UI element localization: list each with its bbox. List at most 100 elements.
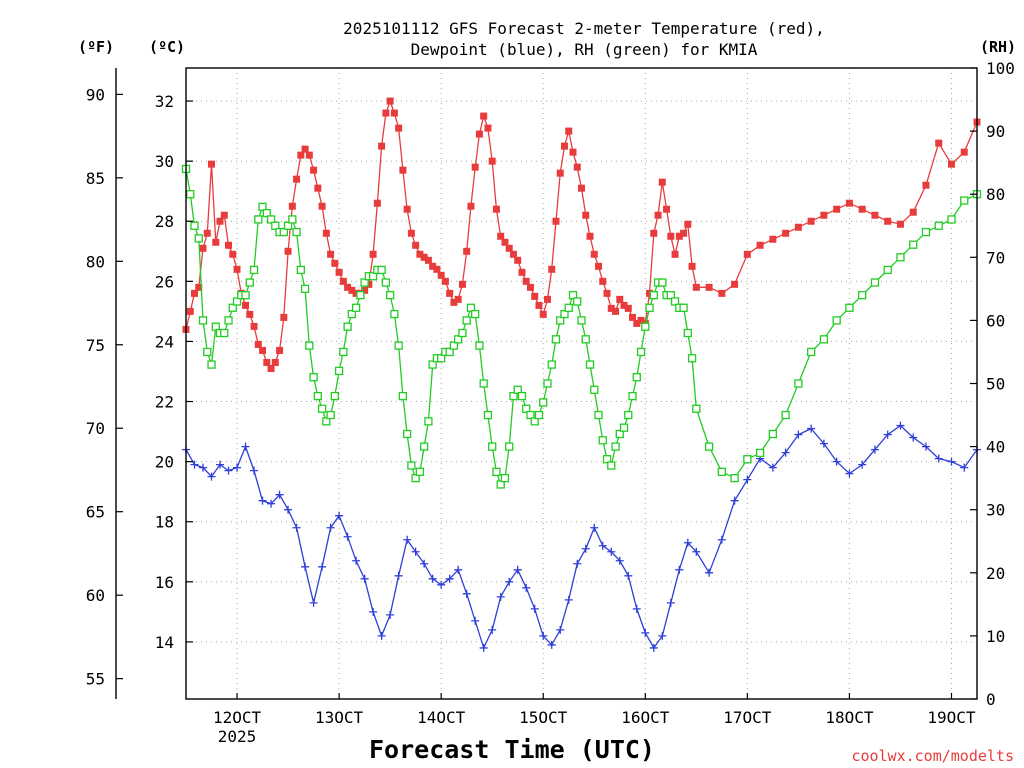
dewpoint-point <box>258 496 267 505</box>
rh-point <box>564 303 573 312</box>
2-meter-temperature-point <box>242 301 250 309</box>
rh-point <box>960 196 969 205</box>
2-meter-temperature-point <box>650 229 658 237</box>
2-meter-temperature-point <box>441 277 449 285</box>
2-meter-temperature-point <box>663 205 671 213</box>
x-tick-label: 12OCT <box>213 708 262 727</box>
rh-point <box>585 360 595 369</box>
rh-point <box>347 309 357 319</box>
rh-point <box>390 309 399 319</box>
rh-point <box>445 347 454 357</box>
x-tick-label: 13OCT <box>315 708 364 727</box>
rh-point <box>483 410 493 420</box>
plot-frame <box>185 67 978 700</box>
2-meter-temperature-point <box>352 289 360 297</box>
fahrenheit-tick-label: 80 <box>86 252 105 271</box>
rh-point <box>602 455 612 464</box>
2-meter-temperature-point <box>820 211 828 219</box>
rh-point <box>921 227 931 237</box>
rh-point <box>590 385 599 394</box>
dewpoint-point <box>301 562 310 571</box>
2-meter-temperature-point <box>301 145 309 153</box>
2-meter-temperature-point <box>871 211 879 219</box>
dewpoint-point <box>513 565 522 574</box>
rh-point <box>411 473 420 483</box>
rh-point <box>351 303 361 312</box>
dewpoint-point <box>768 463 777 472</box>
dewpoint-point <box>207 472 216 481</box>
rh-point <box>471 309 480 319</box>
dewpoint-point <box>705 568 714 577</box>
2-meter-temperature-point <box>743 250 751 258</box>
rh-point <box>479 379 488 388</box>
dewpoint-point <box>658 631 667 640</box>
dewpoint-point <box>216 460 225 469</box>
rh-point <box>530 417 539 426</box>
2-meter-temperature-point <box>246 310 254 318</box>
rh-point <box>424 417 433 426</box>
rh-point <box>794 379 803 388</box>
rh-point <box>628 391 637 401</box>
2-meter-temperature-point <box>254 340 262 348</box>
rh-point <box>858 291 867 300</box>
2-meter-temperature-point <box>884 217 892 225</box>
rh-point <box>819 335 829 344</box>
celsius-tick-label: 30 <box>155 152 174 171</box>
rh-point <box>279 227 288 237</box>
dewpoint-line <box>185 424 978 650</box>
2-meter-temperature-point <box>344 283 352 291</box>
dewpoint-point <box>377 631 386 640</box>
dewpoint-point <box>921 442 930 451</box>
2-meter-temperature-point <box>199 244 207 252</box>
rh-tick-label: 20 <box>986 564 1005 583</box>
rh-point <box>505 442 514 451</box>
chart-title-line-1: 2025101112 GFS Forecast 2-meter Temperat… <box>343 19 825 38</box>
2-meter-temperature-point <box>603 289 611 297</box>
rh-point <box>568 291 578 300</box>
dewpoint-point <box>369 607 378 616</box>
rh-point <box>730 473 739 483</box>
rh-point <box>339 347 348 357</box>
2-meter-temperature-point <box>280 313 288 321</box>
dewpoint-point <box>394 571 403 580</box>
rh-point <box>539 398 548 407</box>
rh-point <box>594 410 603 420</box>
dewpoint-point <box>428 574 437 583</box>
2-meter-temperature-point <box>535 301 543 309</box>
2-meter-temperature-line <box>185 99 978 370</box>
data-series <box>181 97 982 652</box>
rh-point <box>462 316 471 325</box>
2-meter-temperature-point <box>386 97 394 105</box>
2-meter-temperature-point <box>407 229 415 237</box>
2-meter-temperature-point <box>590 250 598 258</box>
dewpoint-point <box>403 535 412 544</box>
celsius-tick-label: 32 <box>155 92 174 111</box>
dewpoint-point <box>496 592 505 601</box>
2-meter-temperature-point <box>373 199 381 207</box>
rh-unit-label: (RH) <box>980 38 1016 56</box>
rh-point <box>203 347 212 357</box>
rh-point <box>194 234 203 243</box>
rh-point <box>755 448 765 458</box>
dewpoint-point <box>819 439 828 448</box>
dewpoint-point <box>858 460 867 469</box>
2-meter-temperature-point <box>403 205 411 213</box>
dewpoint-point <box>675 565 684 574</box>
2-meter-temperature-point <box>518 268 526 276</box>
dewpoint-point <box>947 457 956 466</box>
fahrenheit-tick-label: 65 <box>86 503 105 522</box>
dewpoint-point <box>883 430 892 439</box>
2-meter-temperature-point <box>509 250 517 258</box>
fahrenheit-tick-label: 90 <box>86 85 105 104</box>
2-meter-temperature-point <box>203 229 211 237</box>
2-meter-temperature-point <box>348 286 356 294</box>
credit-link[interactable]: coolwx.com/modelts <box>851 747 1014 765</box>
2-meter-temperature-point <box>531 292 539 300</box>
rh-tick-label: 40 <box>986 438 1005 457</box>
rh-point <box>883 265 892 275</box>
rh-point <box>300 284 310 294</box>
rh-point <box>283 221 293 230</box>
2-meter-temperature-point <box>595 262 603 270</box>
x-tick-label: 17OCT <box>723 708 772 727</box>
rh-point <box>309 373 318 382</box>
